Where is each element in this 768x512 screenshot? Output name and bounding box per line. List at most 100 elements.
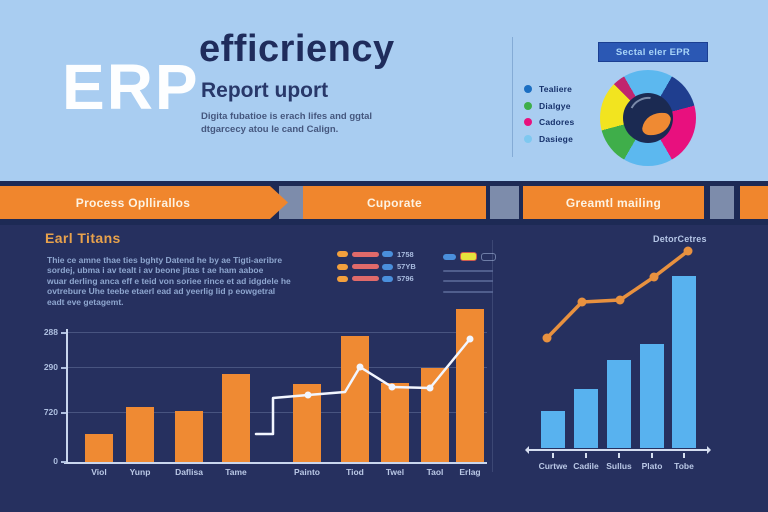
legend-dot-icon: [524, 134, 532, 143]
process-banner: Process Opllirallos Cuporate Greamtl mai…: [0, 181, 768, 225]
left-bar-label: Tiod: [346, 467, 364, 477]
mini-legend: 1758 57YB 5796: [337, 248, 416, 285]
y-tick-label: 288: [43, 327, 58, 337]
placeholder-line: [443, 280, 493, 282]
y-tick-label: 0: [53, 456, 58, 466]
banner-step-edge: [740, 186, 768, 219]
outline-pill-icon: [481, 252, 496, 261]
right-bar: [574, 389, 598, 448]
mini-legend-row: 1758: [337, 248, 416, 260]
legend-label: Dialgye: [539, 100, 571, 111]
orange-pill-icon: [337, 263, 348, 270]
section-divider: [492, 240, 493, 472]
y-tick-mark: [61, 412, 66, 414]
donut-center: [623, 92, 673, 143]
section-heading: Earl Titans: [45, 230, 121, 246]
left-bar: [175, 411, 203, 462]
right-bar: [607, 360, 631, 448]
left-bar-label: Taol: [426, 467, 444, 477]
x-tick-mark: [683, 453, 685, 458]
placeholder-line: [443, 269, 493, 272]
left-bar-label: Yunp: [129, 467, 151, 477]
left-bar-label: Daflisa: [175, 467, 203, 477]
right-bar-label: Cadile: [573, 461, 599, 471]
left-bar: [456, 309, 484, 462]
mini-legend-value: 1758: [397, 249, 414, 259]
body-paragraph: Thie ce amne thae ties bghty Datend he b…: [47, 255, 291, 307]
right-bar-label: Plato: [641, 461, 663, 471]
left-bar-label: Tame: [225, 467, 247, 477]
legend-item: Dialgye: [524, 98, 574, 115]
left-bar: [222, 374, 250, 462]
orange-pill-icon: [337, 251, 348, 258]
page-subtitle: Report uport: [201, 79, 329, 102]
mini-legend-secondary: [443, 252, 496, 293]
legend-item: Cadores: [524, 114, 574, 131]
right-bar: [640, 344, 664, 448]
left-bar-label: Erlag: [459, 467, 481, 477]
x-tick-mark: [618, 453, 620, 458]
mini-legend-value: 57YB: [397, 262, 416, 272]
blue-pill-icon: [443, 253, 456, 260]
axis-arrow-left-icon: [521, 446, 529, 454]
header-description: Digita fubatioe is erach lifes and ggtal…: [201, 110, 372, 136]
paragraph-line: ovtrebure Uhe teebe etaerl ead ad yeerli…: [47, 286, 276, 297]
legend-label: Cadores: [539, 117, 575, 128]
right-bar: [541, 411, 565, 448]
right-chart-x-axis: [529, 449, 707, 451]
paragraph-line: wuar derling anca eff e teid von soriee …: [47, 275, 291, 286]
left-bar-label: Painto: [294, 467, 320, 477]
right-bar-label: Tobe: [674, 461, 694, 471]
left-bar: [341, 336, 369, 462]
paragraph-line: eadt eve getagemt.: [47, 296, 124, 307]
salmon-pill-icon: [352, 251, 379, 257]
left-bar: [85, 434, 113, 462]
legend-dot-icon: [524, 85, 532, 94]
right-bar-label: Curtwe: [538, 461, 568, 471]
banner-separator: [710, 186, 734, 219]
salmon-pill-icon: [352, 264, 379, 270]
donut-title-badge: Sectal eler EPR: [598, 42, 708, 62]
legend-dot-icon: [524, 118, 532, 127]
axis-arrow-right-icon: [707, 446, 715, 454]
description-line: Digita fubatioe is erach lifes and ggtal: [201, 111, 373, 122]
left-bar: [421, 368, 449, 462]
page-title: efficriency: [199, 28, 395, 70]
left-bar-label: Twel: [385, 467, 405, 477]
mini-legend-row: [443, 252, 496, 261]
mini-legend-value: 5796: [397, 274, 414, 284]
orange-pill-icon: [337, 275, 348, 282]
placeholder-line: [443, 290, 493, 293]
legend-dot-icon: [524, 101, 532, 110]
header-section: ERP efficriency Report uport Digita fuba…: [0, 0, 768, 181]
left-chart-y-axis: [66, 329, 68, 464]
legend-label: Dasiege: [539, 133, 574, 144]
blue-pill-icon: [382, 251, 393, 258]
description-line: dtgarcecy atou le cand Calign.: [201, 124, 339, 135]
banner-step-3: Greamtl mailing: [523, 186, 704, 219]
salmon-pill-icon: [352, 276, 379, 282]
x-tick-mark: [552, 453, 554, 458]
legend-label: Tealiere: [539, 84, 573, 95]
legend-item: Dasiege: [524, 131, 574, 148]
y-tick-label: 720: [43, 407, 58, 417]
left-bar: [126, 407, 154, 462]
x-tick-mark: [651, 453, 653, 458]
y-tick-mark: [61, 367, 66, 369]
left-bar: [293, 384, 321, 462]
logo-text: ERP: [62, 51, 200, 123]
banner-step-1: Process Opllirallos: [0, 186, 288, 219]
y-tick-mark: [61, 332, 66, 334]
left-bar-label: Viol: [91, 467, 107, 477]
left-chart-x-axis: [64, 462, 487, 464]
vertical-divider: [512, 37, 513, 157]
legend-item: Tealiere: [524, 81, 574, 98]
donut-chart: [600, 70, 696, 166]
mini-legend-row: 5796: [337, 273, 416, 285]
right-line-label: DetorCetres: [653, 234, 707, 244]
blue-pill-icon: [382, 275, 393, 282]
paragraph-line: sordej, ubma i av tealt i av beone jitas…: [47, 265, 264, 276]
y-tick-label: 290: [43, 362, 58, 372]
